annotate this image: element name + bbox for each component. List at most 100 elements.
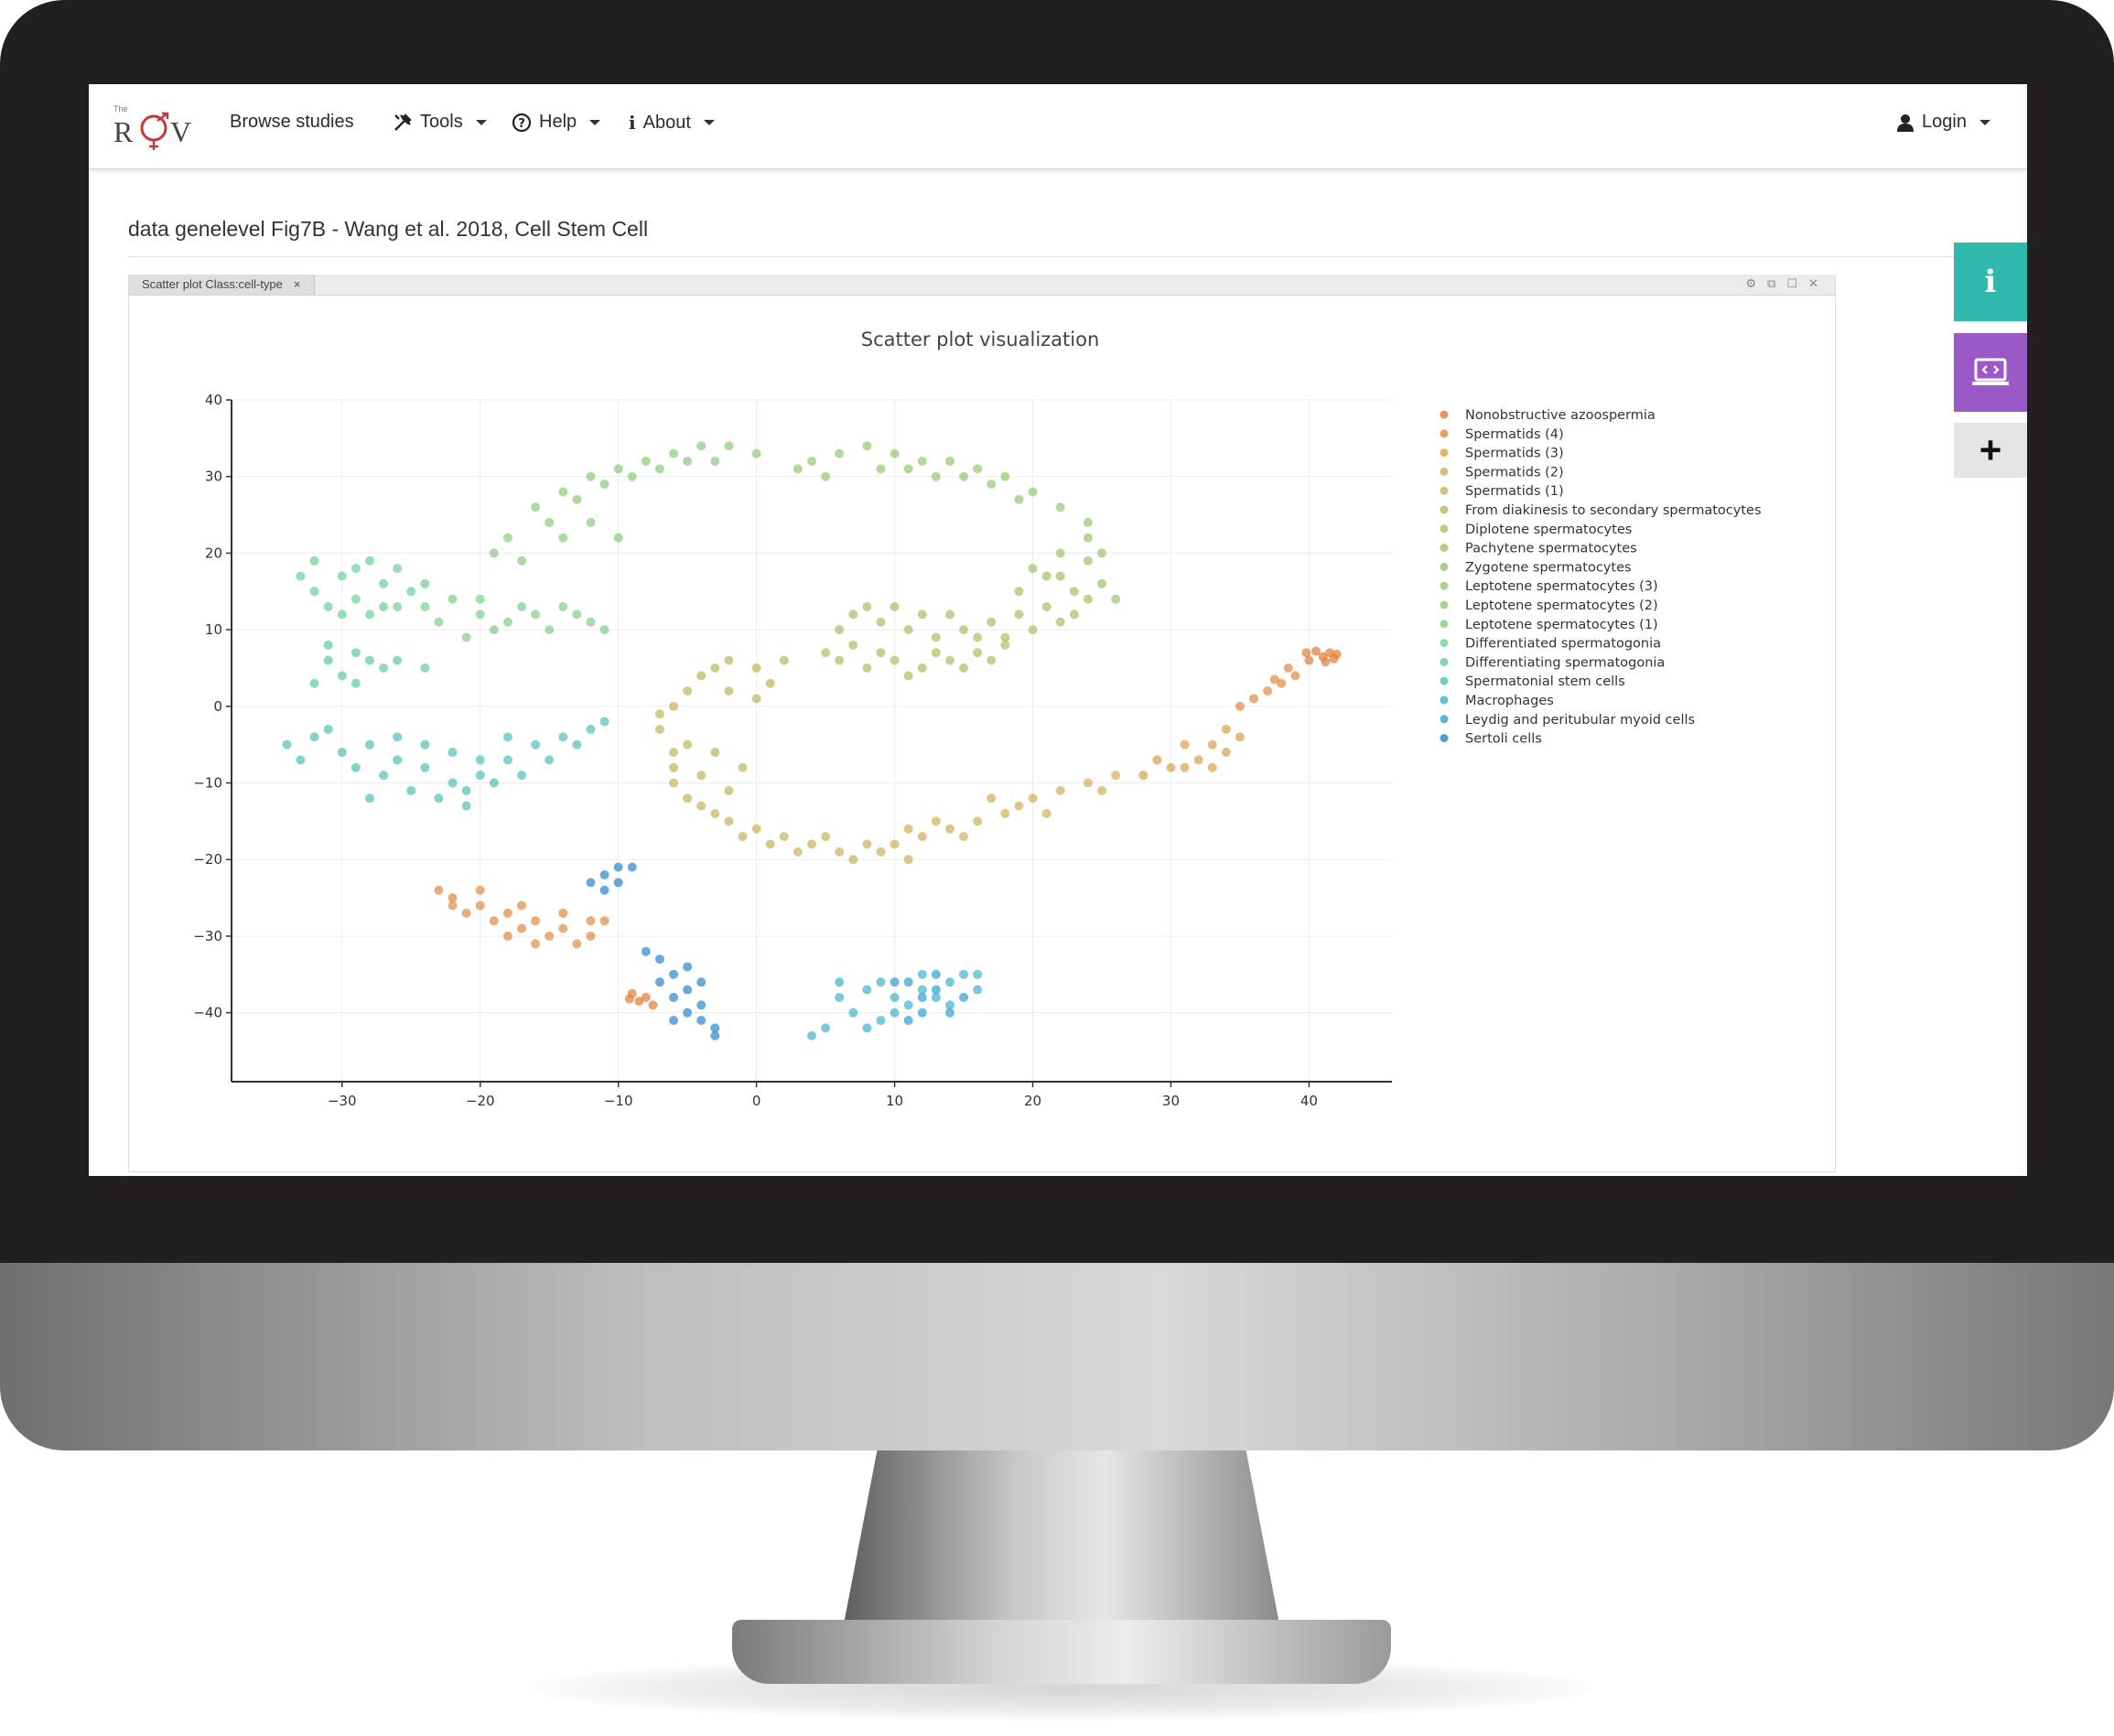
scatter-point [959, 969, 969, 979]
info-icon: i [1984, 264, 1997, 300]
scatter-point [420, 762, 430, 772]
panel-toolbar: Scatter plot Class:cell-type × ⚙ ⧉ ☐ ✕ [129, 275, 1835, 296]
chart-axes: −30 −20 −10 0 10 20 30 40 40 30 20 10 0 −10 −20 −30 −40 [193, 392, 1392, 1109]
scatter-point [654, 724, 664, 734]
scatter-point [959, 663, 969, 673]
nav-browse-studies[interactable]: Browse studies [230, 112, 354, 133]
scatter-point [944, 1000, 955, 1010]
scatter-point [558, 487, 568, 497]
scatter-point [641, 946, 651, 956]
scatter-point [489, 778, 499, 788]
scatter-point [648, 1000, 658, 1010]
y-tick-label: 30 [205, 469, 222, 485]
scatter-point [599, 869, 609, 879]
scatter-point [765, 839, 775, 849]
top-navbar: The R V Browse studies Tools ? Help [89, 84, 2027, 169]
scatter-point [654, 977, 664, 987]
scatter-point [987, 793, 997, 803]
scatter-point [848, 640, 858, 650]
scatter-point [364, 655, 374, 665]
legend-label: Spermatids (2) [1465, 465, 1564, 480]
scatter-point [1014, 494, 1024, 504]
svg-text:?: ? [518, 117, 525, 131]
scatter-point [890, 1008, 900, 1018]
scatter-point [973, 464, 983, 474]
maximize-icon[interactable]: ☐ [1786, 276, 1798, 290]
scatter-point [599, 717, 609, 727]
nav-tools[interactable]: Tools [393, 112, 487, 133]
scatter-point [1180, 762, 1190, 772]
scatter-point [793, 846, 803, 857]
scatter-point [613, 464, 623, 474]
scatter-point [1000, 809, 1010, 819]
legend-marker [1440, 562, 1449, 571]
popout-icon[interactable]: ⧉ [1767, 276, 1776, 290]
scatter-point [1014, 587, 1024, 597]
panel-tab[interactable]: Scatter plot Class:cell-type × [129, 275, 315, 295]
scatter-point [1301, 648, 1311, 658]
legend-marker [1440, 505, 1449, 514]
scatter-point [973, 816, 983, 826]
scatter-point [751, 663, 761, 673]
scatter-point [531, 916, 541, 926]
scatter-point [1097, 548, 1106, 558]
logo-r-text: R [113, 115, 134, 148]
scatter-point [765, 678, 775, 688]
scatter-point [1083, 533, 1093, 543]
settings-gear-icon[interactable]: ⚙ [1745, 276, 1757, 290]
scatter-point [489, 625, 499, 635]
scatter-point [545, 755, 555, 765]
info-side-button[interactable]: i [1954, 243, 2027, 321]
scatter-plot-panel: Scatter plot Class:cell-type × ⚙ ⧉ ☐ ✕ S… [128, 275, 1836, 1172]
scatter-point [558, 732, 568, 742]
close-panel-icon[interactable]: ✕ [1808, 276, 1818, 290]
add-side-button[interactable]: + [1954, 423, 2027, 478]
scatter-point [641, 992, 651, 1002]
y-tick-label: 10 [205, 621, 222, 638]
scatter-point [420, 602, 430, 612]
scatter-point [696, 801, 706, 811]
scatter-point [835, 448, 845, 458]
scatter-point [973, 648, 983, 658]
nav-about[interactable]: i About [629, 112, 715, 134]
panel-window-controls: ⚙ ⧉ ☐ ✕ [1745, 276, 1818, 291]
scatter-point [903, 824, 913, 834]
scatter-point [683, 962, 693, 972]
scatter-point [862, 441, 872, 451]
scatter-point [517, 900, 526, 911]
code-side-button[interactable] [1954, 333, 2027, 412]
nav-help[interactable]: ? Help [512, 112, 601, 133]
scatter-point [641, 456, 651, 466]
legend-marker [1440, 734, 1449, 743]
scatter-point [545, 625, 555, 635]
close-tab-icon[interactable]: × [293, 277, 301, 291]
scatter-point [807, 1030, 816, 1041]
scatter-point [669, 969, 679, 979]
scatter-point [1269, 674, 1279, 685]
scatter-point [586, 617, 596, 627]
nav-login[interactable]: Login [1896, 112, 1990, 133]
scatter-point [683, 1008, 693, 1018]
scatter-point [1235, 701, 1245, 711]
legend-label: Diplotene spermatocytes [1465, 523, 1632, 537]
scatter-point [917, 663, 927, 673]
scatter-point [434, 617, 444, 627]
scatter-point [876, 648, 886, 658]
scatter-point [586, 471, 596, 481]
app-screen: The R V Browse studies Tools ? Help [89, 84, 2027, 1176]
scatter-point [1321, 657, 1331, 667]
nav-browse-studies-label: Browse studies [230, 112, 354, 132]
scatter-point [917, 985, 927, 995]
rgv-logo[interactable]: The R V [112, 101, 203, 152]
scatter-point [434, 793, 444, 803]
scatter-point [890, 992, 900, 1002]
scatter-point [420, 578, 430, 588]
scatter-point [683, 739, 693, 749]
scatter-point [448, 778, 458, 788]
scatter-point [1097, 578, 1106, 588]
scatter-point [351, 648, 361, 658]
scatter-point [696, 441, 706, 451]
scatter-point [448, 594, 458, 604]
scatter-point [1111, 594, 1121, 604]
scatter-point [572, 609, 582, 620]
